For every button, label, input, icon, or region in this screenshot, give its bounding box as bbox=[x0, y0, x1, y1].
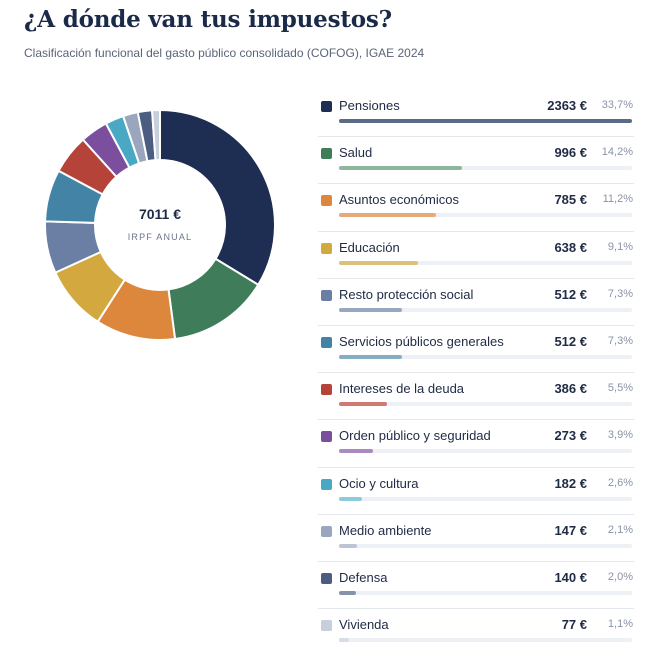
legend-bar-track bbox=[339, 590, 632, 595]
legend-percent: 14,2% bbox=[601, 146, 633, 159]
legend-bar-track bbox=[339, 402, 632, 407]
donut-slice[interactable] bbox=[151, 108, 161, 162]
legend-row[interactable]: Orden público y seguridad 273 € 3,9% bbox=[318, 420, 634, 468]
legend-amount: 2363 € bbox=[547, 98, 587, 113]
legend-amount: 182 € bbox=[554, 475, 587, 491]
center-total-label: IRPF ANUAL bbox=[128, 232, 193, 242]
donut-slice[interactable] bbox=[159, 108, 276, 287]
legend-row[interactable]: Educación 638 € 9,1% bbox=[318, 232, 634, 279]
legend-amount: 638 € bbox=[554, 239, 587, 255]
legend-category-label: Educación bbox=[339, 239, 400, 255]
legend-swatch bbox=[321, 195, 332, 207]
legend-row[interactable]: Defensa 140 € 2,0% bbox=[318, 562, 634, 610]
legend-amount: 996 € bbox=[554, 145, 587, 161]
legend-bar-fill bbox=[339, 402, 387, 407]
legend-percent: 2,6% bbox=[607, 476, 633, 489]
legend-bar-track bbox=[339, 166, 632, 171]
page-subtitle: Clasificación funcional del gasto públic… bbox=[24, 46, 425, 60]
legend-amount: 785 € bbox=[554, 192, 587, 208]
legend-bar-track bbox=[339, 543, 632, 548]
legend-category-label: Defensa bbox=[339, 569, 388, 585]
legend-bar-fill bbox=[339, 166, 463, 171]
legend-amount: 140 € bbox=[554, 569, 587, 585]
legend-swatch bbox=[321, 148, 332, 160]
legend-bar-track bbox=[339, 638, 632, 643]
legend-percent: 3,9% bbox=[607, 429, 633, 442]
legend-swatch bbox=[321, 572, 332, 584]
legend-category-label: Asuntos económicos bbox=[339, 192, 459, 208]
legend-bar-fill bbox=[339, 496, 362, 501]
legend-bar-fill bbox=[339, 543, 358, 548]
legend-percent: 33,7% bbox=[601, 99, 633, 111]
legend-percent: 1,1% bbox=[607, 618, 633, 631]
legend-amount: 512 € bbox=[554, 333, 587, 349]
legend-bar-track bbox=[339, 260, 632, 265]
legend-row[interactable]: Pensiones 2363 € 33,7% bbox=[318, 90, 634, 138]
legend-category-label: Medio ambiente bbox=[339, 522, 432, 538]
legend-percent: 7,3% bbox=[607, 334, 633, 347]
legend-bar-fill bbox=[339, 213, 437, 218]
legend-category-label: Salud bbox=[339, 145, 373, 161]
legend-bar-fill bbox=[339, 354, 403, 359]
legend-bar-fill bbox=[339, 638, 349, 643]
legend-bar-track bbox=[339, 449, 632, 454]
legend-bar-track bbox=[339, 354, 632, 359]
legend-category-label: Resto protección social bbox=[339, 286, 474, 302]
page-title: ¿A dónde van tus impuestos? bbox=[24, 6, 392, 33]
legend-category-label: Orden público y seguridad bbox=[339, 428, 491, 444]
legend-bar-fill bbox=[339, 119, 632, 123]
legend-percent: 7,3% bbox=[607, 287, 633, 300]
legend-bar-track bbox=[339, 496, 632, 501]
legend-swatch bbox=[321, 336, 332, 348]
legend-percent: 9,1% bbox=[607, 240, 633, 253]
legend-bar-track bbox=[339, 213, 632, 218]
legend-amount: 147 € bbox=[554, 522, 587, 538]
legend-category-label: Pensiones bbox=[339, 98, 400, 113]
legend-swatch bbox=[321, 384, 332, 396]
legend-category-label: Intereses de la deuda bbox=[339, 381, 465, 397]
legend-list: Pensiones 2363 € 33,7% Salud 996 € 14,2% Asunt… bbox=[318, 90, 634, 655]
legend-percent: 2,0% bbox=[607, 570, 633, 583]
legend-bar-fill bbox=[339, 449, 373, 454]
legend-bar-fill bbox=[339, 307, 403, 312]
legend-row[interactable]: Asuntos económicos 785 € 11,2% bbox=[318, 184, 634, 232]
legend-amount: 386 € bbox=[554, 381, 587, 397]
legend-bar-fill bbox=[339, 260, 419, 265]
legend-row[interactable]: Intereses de la deuda 386 € 5,5% bbox=[318, 373, 634, 421]
legend-swatch bbox=[321, 431, 332, 443]
legend-row[interactable]: Ocio y cultura 182 € 2,6% bbox=[318, 468, 634, 515]
legend-bar-fill bbox=[339, 590, 357, 595]
legend-swatch bbox=[321, 478, 332, 490]
legend-swatch bbox=[321, 101, 332, 112]
legend-percent: 11,2% bbox=[602, 193, 633, 206]
legend-swatch bbox=[321, 525, 332, 537]
donut-chart: 7011 € IRPF ANUAL bbox=[44, 108, 276, 341]
legend-row[interactable]: Salud 996 € 14,2% bbox=[318, 137, 634, 185]
legend-row[interactable]: Resto protección social 512 € 7,3% bbox=[318, 279, 634, 326]
legend-row[interactable]: Vivienda 77 €1,1% bbox=[318, 609, 634, 655]
legend-amount: 273 € bbox=[554, 428, 587, 444]
legend-percent: 2,1% bbox=[607, 523, 633, 536]
legend-percent: 5,5% bbox=[607, 382, 633, 395]
legend-row[interactable]: Medio ambiente 147 € 2,1% bbox=[318, 515, 634, 562]
legend-swatch bbox=[321, 242, 332, 254]
legend-row[interactable]: Servicios públicos generales 512 € 7,3% bbox=[318, 326, 634, 374]
legend-swatch bbox=[321, 620, 332, 632]
legend-amount: 512 € bbox=[554, 286, 587, 302]
legend-category-label: Servicios públicos generales bbox=[339, 333, 504, 349]
center-total-value: 7011 € bbox=[139, 206, 181, 222]
legend-category-label: Ocio y cultura bbox=[339, 475, 419, 491]
legend-bar-track bbox=[339, 307, 632, 312]
legend-bar-track bbox=[339, 119, 632, 123]
legend-swatch bbox=[321, 289, 332, 301]
